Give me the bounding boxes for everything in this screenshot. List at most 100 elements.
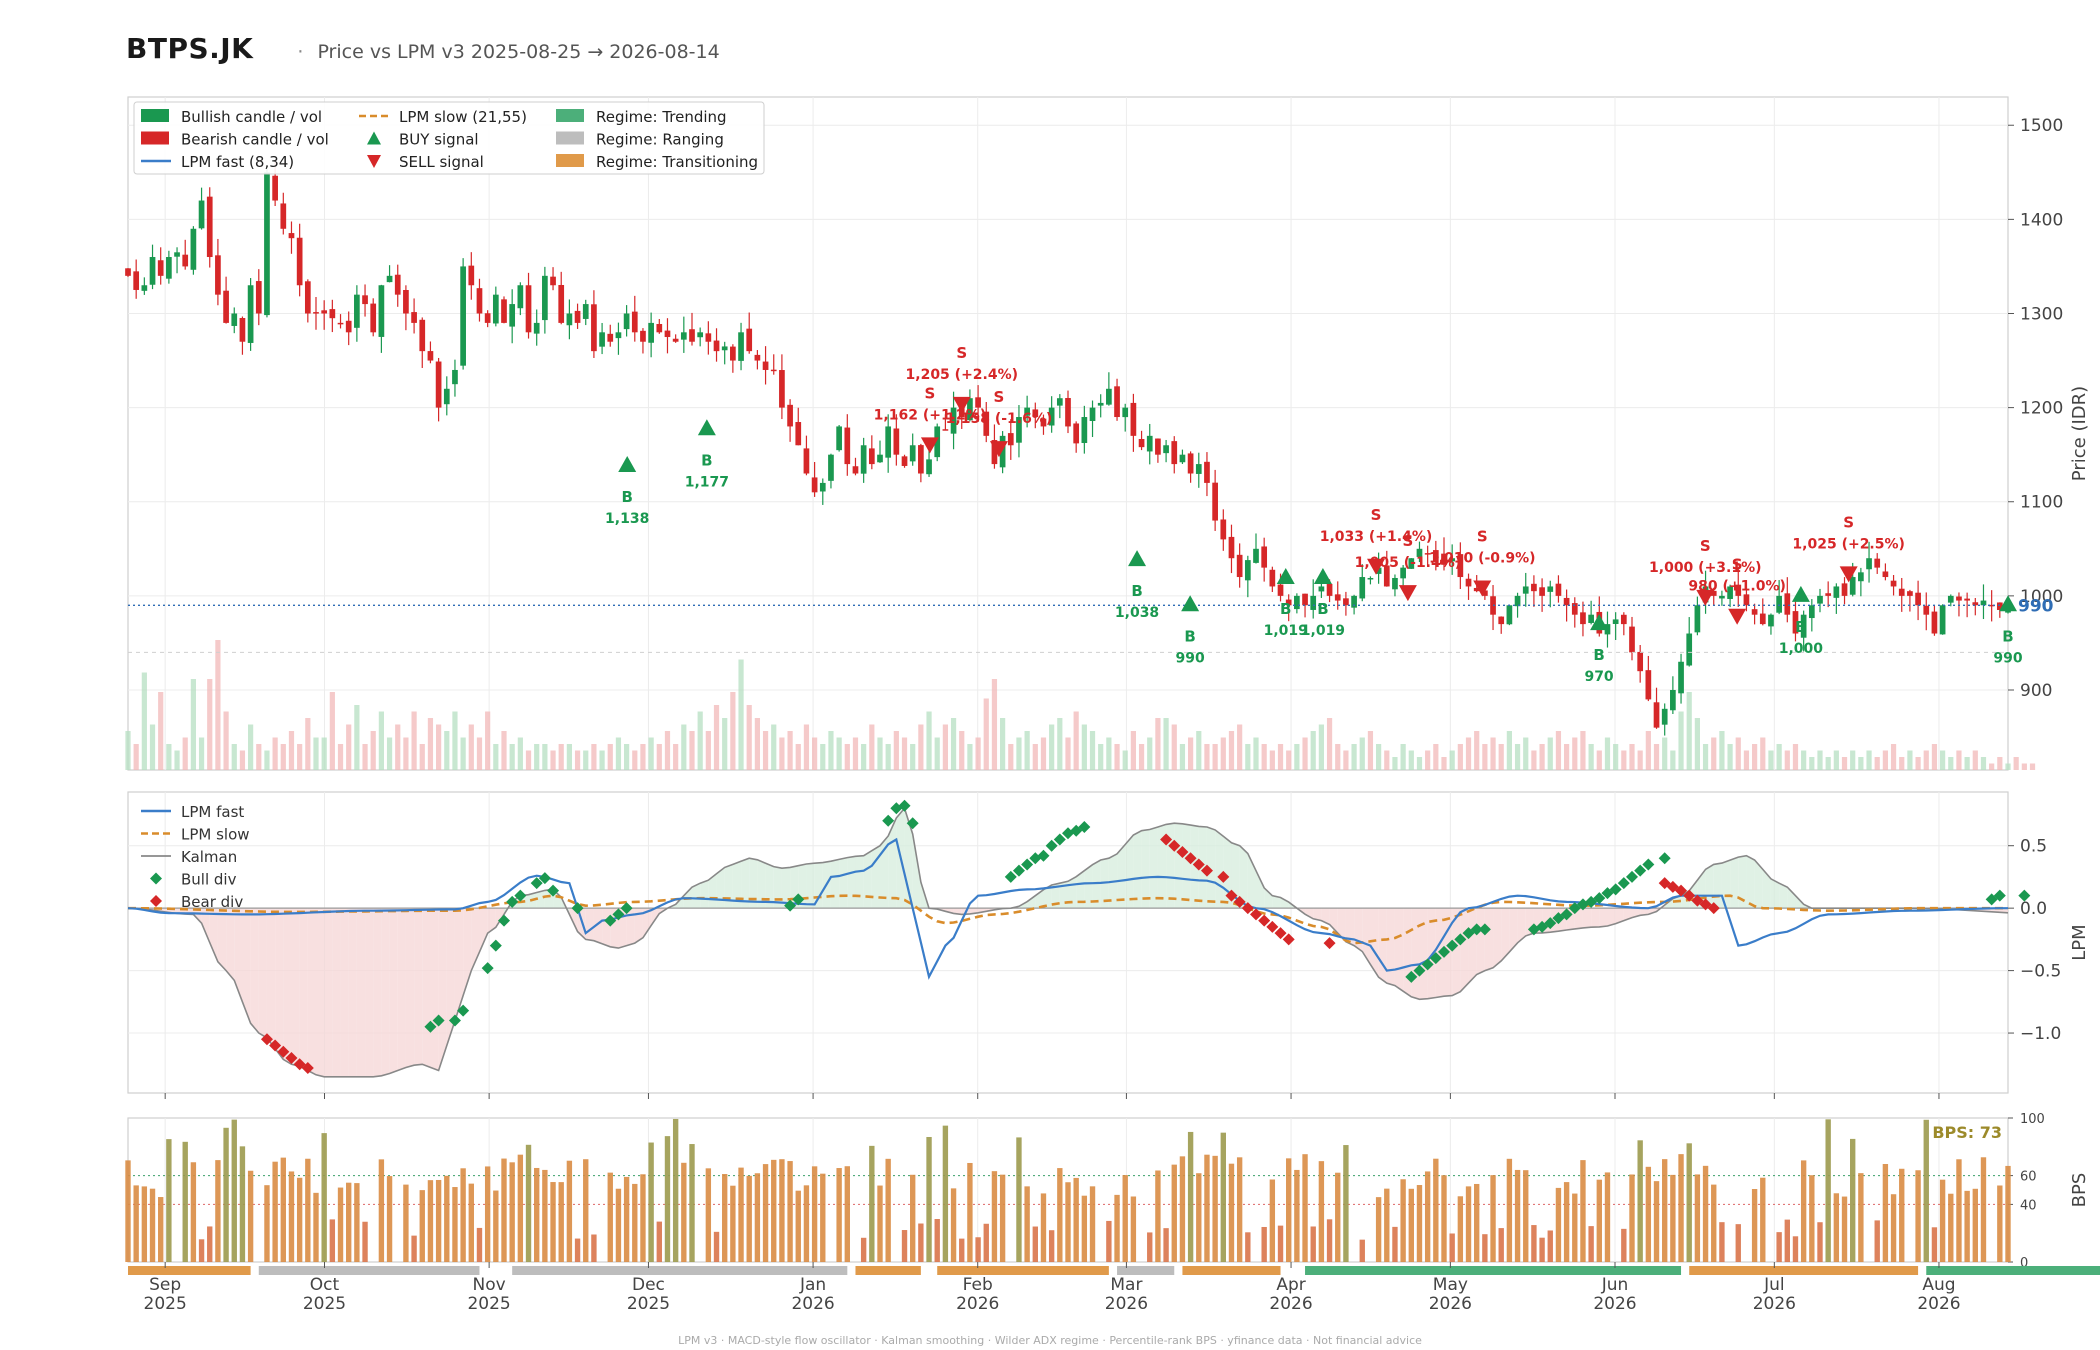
candle-body <box>893 428 900 455</box>
kalman-fill <box>1051 883 1060 909</box>
buy-signal-letter: B <box>2002 627 2013 645</box>
kalman-fill <box>316 908 325 1077</box>
kalman-fill <box>1394 908 1404 992</box>
candle-body <box>1939 605 1946 635</box>
candle-body <box>1768 614 1774 627</box>
kalman-fill <box>1476 908 1485 975</box>
candle-body <box>1261 546 1268 568</box>
bps-bar <box>1196 1173 1202 1262</box>
bps-bar <box>1506 1158 1513 1262</box>
candle-body <box>460 266 466 366</box>
price-legend: Bullish candle / vol Bearish candle / vol… <box>133 101 765 175</box>
bps-bar <box>591 1234 597 1262</box>
candle-body <box>1849 577 1856 595</box>
candle-body <box>1833 586 1840 598</box>
bps-bar <box>452 1187 458 1262</box>
volume-bar <box>2029 763 2036 770</box>
bps-bar <box>1114 1194 1120 1262</box>
volume-bar <box>297 744 303 770</box>
bull-div-marker <box>1560 908 1573 921</box>
title-separator: · <box>297 41 304 63</box>
bps-bar <box>272 1161 278 1262</box>
x-tick-year: 2026 <box>956 1294 999 1314</box>
candle-body <box>640 330 646 342</box>
volume-bar <box>975 737 981 770</box>
kalman-fill <box>626 908 635 946</box>
candle-body <box>1024 407 1030 416</box>
bps-bar <box>779 1159 785 1262</box>
kalman-fill <box>700 880 709 909</box>
candle-body <box>1424 553 1431 555</box>
bps-bar <box>1931 1227 1938 1262</box>
volume-bar <box>1694 718 1700 770</box>
candle-body <box>999 435 1006 468</box>
volume-bar <box>370 731 376 770</box>
candle-body <box>1751 609 1758 615</box>
bps-bar <box>133 1185 139 1262</box>
kalman-fill <box>291 908 300 1067</box>
volume-bar <box>1825 757 1831 770</box>
x-tick-month: Dec <box>632 1275 665 1295</box>
candle-body <box>566 313 573 326</box>
bull-div-marker <box>1634 864 1647 877</box>
chart-subtitle: Price vs LPM v3 2025-08-25 → 2026-08-14 <box>317 41 720 63</box>
kalman-fill <box>1591 908 1600 928</box>
bear-div-marker <box>1184 852 1197 865</box>
candle-body <box>133 271 140 290</box>
bps-bar <box>1261 1226 1267 1262</box>
kalman-fill <box>365 908 374 1077</box>
candle-body <box>1555 583 1562 596</box>
volume-bar <box>1343 750 1349 770</box>
buy-signal-letter: B <box>701 451 712 469</box>
sell-signal-letter: S <box>1371 506 1382 524</box>
bps-bar <box>1375 1197 1382 1262</box>
bps-bar <box>1694 1174 1701 1262</box>
volume-bar <box>1098 744 1104 770</box>
price-tick-label: 1100 <box>2020 493 2063 513</box>
candle-body <box>378 285 385 337</box>
bps-bar <box>1057 1168 1063 1262</box>
legend-swatch <box>556 131 584 145</box>
candle-body <box>860 445 867 474</box>
buy-signal-marker <box>1128 550 1147 567</box>
bps-bar <box>1204 1154 1210 1262</box>
volume-bar <box>1866 750 1872 770</box>
volume-bar <box>1604 737 1611 770</box>
bps-bar <box>1245 1232 1251 1262</box>
volume-bar <box>1245 744 1251 770</box>
candle-body <box>1171 441 1178 465</box>
x-tick-month: Jan <box>799 1275 826 1295</box>
candle-body <box>574 310 581 323</box>
kalman-fill <box>1043 885 1052 909</box>
volume-bar <box>1457 744 1463 770</box>
bps-bar <box>1392 1226 1398 1262</box>
legend-label: Bull div <box>181 871 237 889</box>
volume-bar <box>1359 737 1365 770</box>
bps-bar <box>1939 1179 1946 1262</box>
kalman-fill <box>1501 908 1510 961</box>
bps-bar <box>811 1166 818 1262</box>
volume-bar <box>1081 724 1087 770</box>
candle-body <box>1825 593 1832 596</box>
volume-bar <box>558 744 564 770</box>
bps-bar <box>1817 1222 1823 1262</box>
kalman-fill <box>446 908 455 1046</box>
volume-bar <box>1588 744 1594 770</box>
lpm-tick-label: 0.0 <box>2020 899 2047 919</box>
volume-bar <box>509 744 515 770</box>
candle-body <box>157 260 164 276</box>
bps-bar <box>247 1170 254 1262</box>
bps-bar <box>166 1139 172 1262</box>
volume-bar <box>158 692 164 770</box>
bps-bar <box>321 1133 327 1262</box>
bull-div-marker <box>1454 933 1467 946</box>
volume-bar <box>1179 744 1186 770</box>
candle-body <box>852 466 859 474</box>
bps-bar <box>1073 1177 1079 1262</box>
kalman-fill <box>1313 908 1322 921</box>
candle-body <box>231 313 238 326</box>
price-axis-label: Price (IDR) <box>2069 386 2090 481</box>
volume-bar <box>248 724 254 770</box>
regime-segment <box>128 1266 251 1275</box>
bull-div-marker <box>620 902 633 915</box>
